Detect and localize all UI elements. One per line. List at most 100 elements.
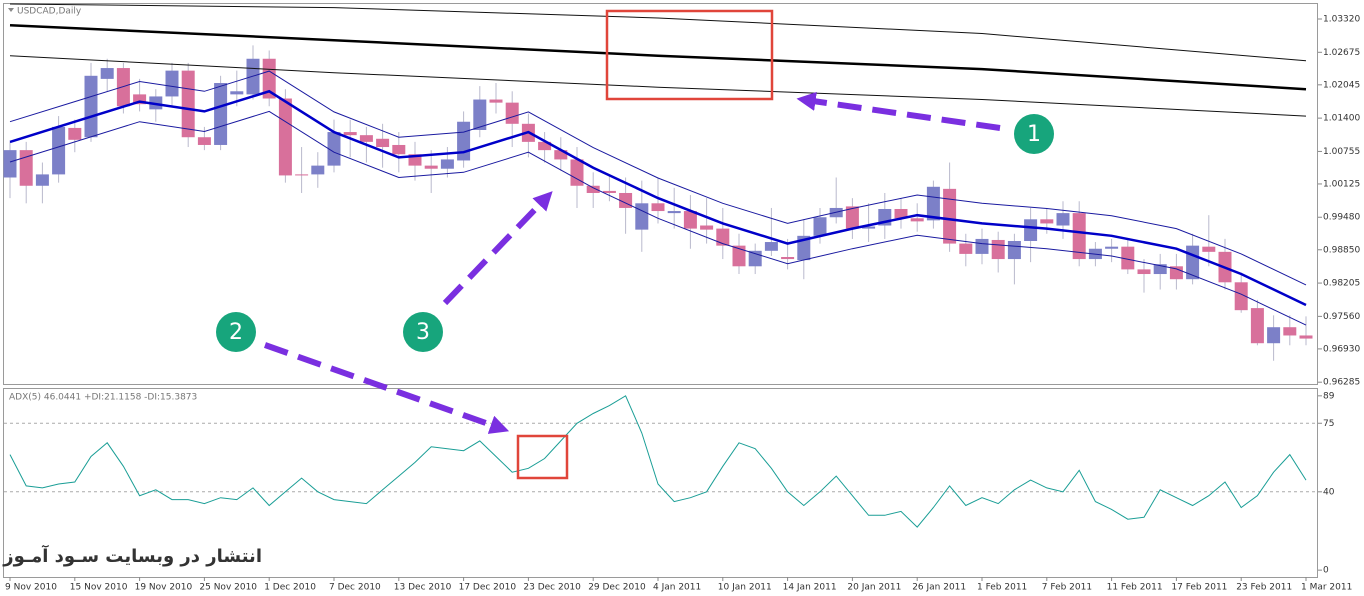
candle-body [1202,246,1216,252]
candle-body [1007,240,1021,260]
candle-body [1153,264,1167,275]
y-tick-label: 75 [1323,419,1334,429]
x-tick-label: 11 Feb 2011 [1107,583,1163,593]
chart-title: USDCAD,Daily [17,7,82,17]
candle-body [133,94,147,105]
moving-average [9,3,1307,62]
moving-average [9,89,1307,307]
y-tick-label: 0.98205 [1323,279,1360,289]
candle-body [651,203,665,212]
x-tick-label: 14 Jan 2011 [783,583,837,593]
candle-body [910,218,924,222]
candle-body [1040,219,1054,224]
candle-body [100,68,114,79]
candle-body [440,159,454,169]
candle-body [197,137,211,145]
y-tick-label: 1.01400 [1323,114,1360,124]
y-tick-label: 0 [1323,566,1329,576]
y-tick-label: 1.03320 [1323,15,1360,25]
candle-body [959,243,973,254]
x-tick-label: 4 Jan 2011 [653,583,701,593]
candle-body [926,186,940,221]
x-tick-label: 17 Feb 2011 [1171,583,1227,593]
arrow [796,91,1001,131]
adx-panel [3,388,1318,578]
candle-body [457,121,471,161]
arrow [264,342,510,434]
x-tick-label: 15 Nov 2010 [70,583,128,593]
candle-body [327,132,341,166]
candle-body [230,91,244,95]
candle-body [1250,308,1264,344]
candle-body [3,150,17,178]
moving-average [9,23,1307,91]
candle-body [295,174,309,176]
candle-body [1234,282,1248,311]
candle-body [716,228,730,246]
marker-label: 1 [1027,122,1041,147]
annotations: 1 2 3 انتشار در وبسایت سـود آمـوز [2,9,1054,567]
candle-body [845,206,859,229]
candle-body [781,257,795,260]
candle-body [1056,213,1070,226]
candle-body [52,126,66,175]
marker-label: 2 [229,320,243,345]
x-tick-label: 29 Dec 2010 [588,583,646,593]
candle-body [667,211,681,214]
x-tick-label: 10 Jan 2011 [718,583,772,593]
candle-body [1186,245,1200,280]
y-tick-label: 1.00125 [1323,179,1360,189]
y-tick-label: 40 [1323,487,1335,497]
candle-body [683,211,697,229]
candle-body [68,127,82,140]
x-tick-label: 19 Nov 2010 [135,583,193,593]
candle-body [1105,246,1119,249]
x-tick-label: 20 Jan 2011 [847,583,901,593]
moving-average [9,55,1307,117]
candle-body [84,75,98,138]
marker-circle [403,312,443,352]
x-tick-label: 1 Feb 2011 [977,583,1027,593]
candle-body [1024,219,1038,241]
candle-body [214,83,228,145]
candle-body [991,239,1005,260]
y-tick-label: 1.02675 [1323,48,1360,58]
candle-body [894,208,908,219]
candle-body [602,190,616,193]
candle-body [1169,266,1183,280]
candle-body [311,165,325,175]
candle-body [424,165,438,169]
candle-body [278,98,292,176]
x-tick-label: 7 Feb 2011 [1042,583,1092,593]
candle-body [797,235,811,261]
candle-body [359,135,373,142]
candle-body [538,141,552,151]
y-tick-label: 1.02045 [1323,80,1360,90]
candle-body [1121,246,1135,270]
candle-body [489,99,503,103]
x-tick-label: 25 Nov 2010 [199,583,257,593]
marker-label: 3 [416,320,430,345]
candle-body [19,150,33,186]
candle-body [635,203,649,230]
candle-body [943,188,957,244]
candle-body [35,174,49,186]
y-tick-label: 1.00755 [1323,147,1360,157]
candle-body [586,185,600,193]
candle-body [505,102,519,124]
x-tick-label: 1 Mar 2011 [1301,583,1352,593]
marker-circle [216,312,256,352]
x-tick-label: 9 Nov 2010 [5,583,57,593]
candle-body [764,242,778,251]
x-tick-label: 7 Dec 2010 [329,583,381,593]
price-panel [3,3,1318,385]
highlight-box [516,434,569,480]
candle-body [376,138,390,148]
x-tick-label: 23 Feb 2011 [1236,583,1292,593]
x-tick-label: 17 Dec 2010 [459,583,517,593]
candle-body [392,144,406,155]
candle-body [975,238,989,254]
candle-body [554,150,568,160]
y-tick-label: 0.98850 [1323,245,1360,255]
